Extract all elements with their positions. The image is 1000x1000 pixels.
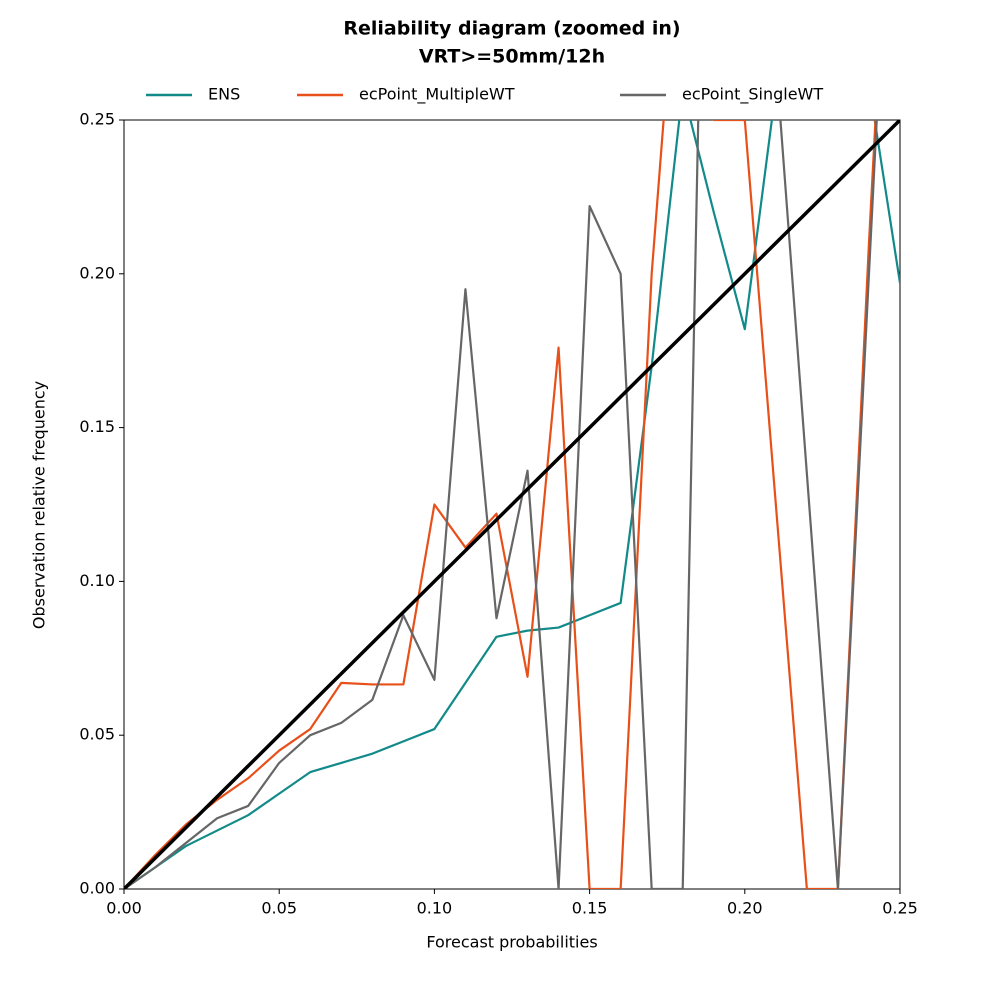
plot-area [124, 120, 900, 889]
x-tick-label: 0.25 [882, 899, 918, 918]
x-tick-label: 0.20 [727, 899, 763, 918]
legend-label: ecPoint_MultipleWT [359, 85, 515, 105]
y-tick-label: 0.10 [79, 571, 115, 590]
x-tick-label: 0.15 [572, 899, 608, 918]
y-axis-label: Observation relative frequency [30, 381, 49, 629]
y-tick-label: 0.15 [79, 417, 115, 436]
chart-subtitle: VRT>=50mm/12h [419, 46, 605, 68]
y-tick-label: 0.20 [79, 263, 115, 282]
legend-label: ecPoint_SingleWT [682, 85, 823, 105]
chart-title: Reliability diagram (zoomed in) [343, 18, 680, 40]
x-tick-label: 0.05 [261, 899, 297, 918]
y-tick-label: 0.00 [79, 879, 115, 898]
legend-label: ENS [208, 85, 240, 104]
y-tick-label: 0.25 [79, 110, 115, 129]
series-line [124, 120, 878, 889]
series-line [124, 120, 877, 889]
diagonal-line [124, 120, 900, 889]
series-line [124, 120, 900, 889]
plot-frame [123, 119, 901, 890]
y-tick-label: 0.05 [79, 725, 115, 744]
x-tick-label: 0.00 [106, 899, 142, 918]
x-tick-label: 0.10 [417, 899, 453, 918]
x-axis-label: Forecast probabilities [426, 933, 597, 952]
